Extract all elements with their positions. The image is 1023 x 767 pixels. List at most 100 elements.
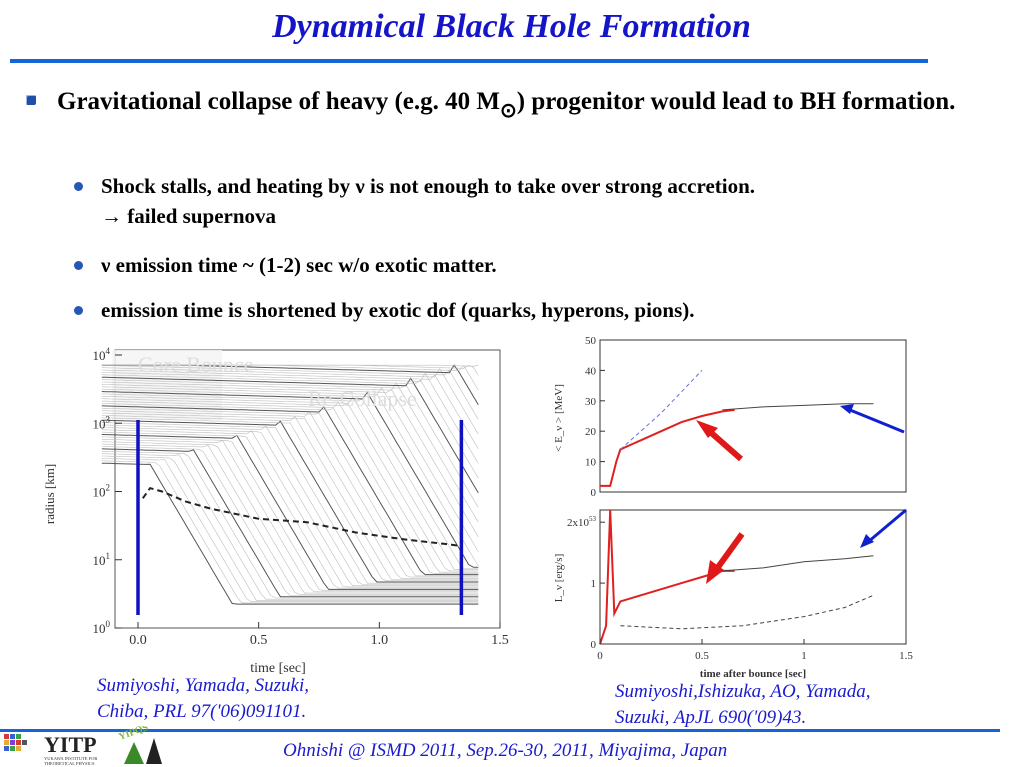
x-tick-label: 0.5 (250, 633, 268, 648)
mass-shell-trajectory (101, 400, 479, 573)
mass-shell-trajectory (101, 372, 479, 464)
mass-shell-trajectory (101, 405, 479, 576)
energy-plot-frame (599, 339, 907, 493)
mass-shell-trajectory (101, 448, 479, 598)
sub-bullet-1-line1: Shock stalls, and heating by ν is not en… (101, 174, 756, 198)
shock-radius-series (141, 486, 462, 548)
mass-shell-trajectory (101, 455, 479, 601)
mass-shell-trajectory (101, 398, 479, 572)
mass-shell-trajectory (101, 403, 479, 574)
series-line (620, 370, 703, 450)
yitp-logo: YITP YUKAWA INSTITUTE FOR THEORETICAL PH… (4, 726, 162, 766)
y-tick-label: 30 (585, 396, 597, 408)
x-tick-label: 1.0 (371, 633, 389, 648)
x-tick-label: 1 (801, 650, 807, 662)
logo-sub2: THEORETICAL PHYSICS (44, 761, 95, 766)
round-bullet-icon (74, 261, 83, 270)
mass-shell-trajectory (101, 410, 479, 578)
sub-bullet-3-text: emission time is shortened by exotic dof… (101, 298, 695, 322)
mass-shell-trajectory (101, 388, 479, 567)
sub-bullet-1-line2: → failed supernova (101, 204, 277, 228)
series-line (722, 403, 874, 411)
y-axis-label: radius [km] (42, 464, 57, 524)
citation-left-line2: Chiba, PRL 97('06)091101. (97, 701, 307, 722)
x-tick-label: 0 (597, 650, 603, 662)
mass-shell-trajectory (101, 369, 479, 449)
mass-shell-trajectory (101, 436, 479, 591)
mass-shell-trajectory (101, 379, 479, 508)
mass-shell-trajectory (101, 453, 479, 600)
mass-shell-trajectory (101, 419, 479, 583)
mass-shell-trajectory (101, 429, 479, 588)
mass-shell-trajectory (101, 427, 479, 586)
mass-shell-trajectory (101, 384, 479, 538)
energy-y-label: < E_ν > [MeV] (553, 384, 565, 452)
luminosity-y-label: L_ν [erg/s] (553, 554, 565, 602)
arrow-red-luminosity-icon (706, 532, 745, 584)
mass-shell-trajectory (101, 376, 479, 494)
mass-shell-trajectory (101, 396, 479, 570)
mass-shell-trajectory (101, 458, 479, 602)
mass-shell-trajectory (101, 412, 479, 579)
mass-shell-trajectory (101, 417, 479, 582)
series-line (722, 555, 874, 572)
y-tick-label: 0 (591, 639, 597, 651)
mass-shell-trajectory (101, 391, 479, 568)
y-tick-label: 40 (585, 365, 597, 377)
mass-shell-trajectory (101, 462, 479, 605)
sub-bullet-2: ν emission time ~ (1-2) sec w/o exotic m… (74, 250, 1001, 280)
x-axis-label: time [sec] (250, 661, 306, 676)
mass-shell-trajectory (101, 460, 479, 604)
series-line (600, 408, 735, 487)
round-bullet-icon (74, 182, 83, 191)
arrow-blue-luminosity-icon (860, 508, 907, 548)
mass-shell-trajectory (101, 367, 479, 435)
mass-shell-trajectory (101, 415, 479, 580)
citation-right-line1: Sumiyoshi,Ishizuka, AO, Yamada, (615, 681, 871, 702)
slide-title: Dynamical Black Hole Formation (272, 8, 751, 45)
solar-symbol: ⊙ (500, 100, 517, 122)
footer-rule (0, 729, 1000, 732)
x-tick-label: 1.5 (491, 633, 509, 648)
bullet-main-text-b: ) progenitor would lead to BH formation. (516, 88, 956, 115)
mass-shell-trajectory (101, 386, 479, 552)
sub-bullet-3: emission time is shortened by exotic dof… (74, 295, 1001, 325)
arrow-blue-energy-icon (840, 404, 905, 434)
mass-shell-trajectory (101, 424, 479, 585)
annotation-recollapse: Re-Collapse (308, 386, 417, 411)
mass-shell-trajectory (101, 407, 479, 577)
sub-bullet-2-text: ν emission time ~ (1-2) sec w/o exotic m… (101, 253, 497, 277)
round-bullet-icon (74, 306, 83, 315)
y-tick-label: 20 (585, 426, 597, 438)
mass-shell-trajectory (101, 446, 479, 596)
mass-shell-trajectory (101, 364, 479, 367)
mass-shell-trajectory (101, 381, 479, 523)
bullet-main: Gravitational collapse of heavy (e.g. 40… (26, 86, 987, 122)
y-tick-label: 10 (585, 457, 597, 469)
x-tick-label: 1.5 (899, 650, 913, 662)
x-tick-label: 0.0 (129, 633, 147, 648)
citation-right: Sumiyoshi,Ishizuka, AO, Yamada, Suzuki, … (615, 679, 870, 731)
arrow-red-energy-icon (696, 420, 743, 462)
mass-shell-trajectory (101, 393, 479, 569)
title-underline (10, 59, 928, 63)
square-bullet-icon (26, 95, 36, 105)
mass-shell-trajectory (101, 439, 479, 593)
mass-shell-trajectory (101, 434, 479, 590)
series-line (620, 594, 874, 630)
mass-shell-trajectory (101, 441, 479, 594)
luminosity-plot-frame (599, 509, 907, 645)
citation-right-line2: Suzuki, ApJL 690('09)43. (615, 707, 807, 728)
footer-text: Ohnishi @ ISMD 2011, Sep.26-30, 2011, Mi… (283, 740, 728, 761)
logo-sub1: YUKAWA INSTITUTE FOR (44, 756, 97, 761)
x-axis-label-right: time after bounce [sec] (700, 668, 806, 680)
logo-text: YITP (44, 732, 97, 757)
y-tick-label: 0 (591, 487, 597, 499)
annotation-core: Core Bounce (138, 352, 253, 377)
y-tick-label: 1 (591, 578, 597, 590)
mass-shell-trajectory (101, 422, 479, 584)
logo2-text: YIPQS (117, 726, 150, 743)
bullet-main-text-a: Gravitational collapse of heavy (e.g. 40… (57, 88, 500, 115)
